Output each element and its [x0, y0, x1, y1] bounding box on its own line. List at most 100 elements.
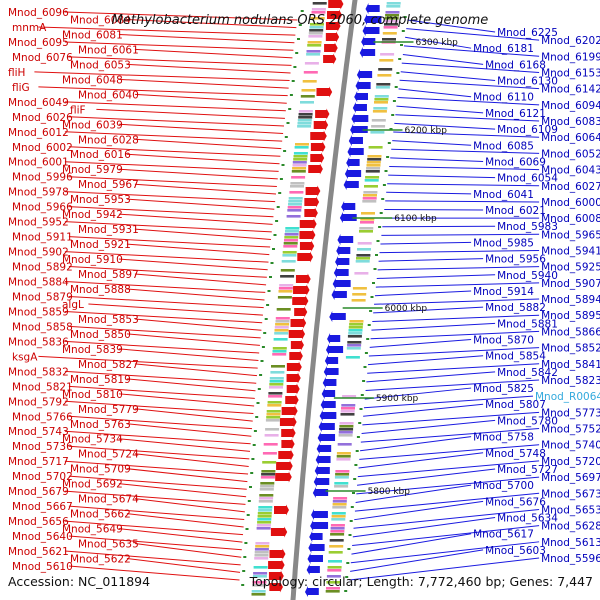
- connector-line: [64, 281, 266, 293]
- feature-stripe: [363, 191, 378, 194]
- gc-tick: [278, 192, 282, 194]
- feature-stripe: [329, 539, 344, 542]
- connector-line: [134, 48, 293, 59]
- forward-gene-arrow: [325, 20, 341, 32]
- connector-line: [391, 148, 540, 154]
- feature-stripe: [265, 428, 280, 431]
- feature-stripe: [356, 257, 370, 260]
- feature-stripe: [293, 158, 308, 161]
- connector-line: [118, 33, 295, 44]
- connector-line: [389, 165, 540, 171]
- feature-stripe: [340, 410, 355, 413]
- kbp-label: 6100 kbp: [394, 214, 437, 224]
- feature-stripe: [266, 410, 281, 413]
- connector-line: [385, 200, 540, 203]
- connector-line: [68, 415, 253, 430]
- gene-label-right: Mnod_5914: [473, 286, 534, 298]
- feature-stripe: [332, 506, 347, 509]
- reverse-gene-arrow: [344, 168, 362, 179]
- connector-line: [64, 41, 294, 51]
- connector-line: [126, 153, 280, 165]
- connector-line: [397, 97, 540, 106]
- gc-tick: [355, 450, 359, 452]
- gc-tick: [297, 38, 300, 40]
- feature-stripe: [338, 431, 353, 434]
- gene-label-left: Mnod_6016: [70, 149, 131, 161]
- feature-stripe: [385, 11, 400, 14]
- gene-label-left: Mnod_5911: [12, 232, 73, 244]
- connector-line: [64, 400, 254, 415]
- gene-label-left: Mnod_5966: [12, 202, 73, 214]
- feature-stripe: [384, 23, 398, 26]
- feature-stripe: [278, 290, 293, 293]
- feature-stripe: [266, 416, 281, 419]
- gene-label-left: Mnod_5766: [12, 411, 73, 423]
- connector-line: [38, 355, 258, 369]
- feature-stripe: [385, 14, 400, 17]
- gc-tick: [281, 164, 285, 166]
- reverse-gene-arrow: [308, 542, 325, 553]
- connector-line: [68, 535, 242, 551]
- connector-line: [388, 174, 496, 179]
- gc-tick: [246, 514, 250, 516]
- gc-tick: [358, 422, 362, 424]
- reverse-gene-arrow: [320, 399, 336, 410]
- feature-stripe: [290, 182, 305, 185]
- connector-line: [68, 295, 264, 309]
- connector-line: [382, 225, 496, 228]
- gene-label-left: Mnod_5763: [70, 419, 131, 431]
- reverse-gene-arrow: [309, 531, 323, 542]
- reverse-gene-arrow: [304, 586, 319, 597]
- connector-line: [375, 282, 540, 288]
- gene-label-right: Mnod_6168: [485, 59, 546, 71]
- gene-label-right: Mnod_6027: [541, 181, 600, 193]
- gc-tick: [382, 184, 386, 186]
- gene-label-right: Mnod_5720: [541, 456, 600, 468]
- reverse-gene-arrow: [350, 124, 368, 135]
- connector-line: [393, 131, 540, 138]
- gene-label-left: Mnod_6095: [8, 37, 69, 49]
- gene-label-left: Mnod_5884: [8, 277, 69, 289]
- gene-label-left: Mnod_5967: [78, 179, 139, 191]
- feature-stripe: [264, 434, 279, 437]
- forward-gene-arrow: [281, 438, 295, 450]
- feature-stripe: [368, 146, 383, 149]
- reverse-gene-arrow: [337, 234, 354, 245]
- gc-tick: [378, 226, 382, 228]
- gene-label-right: Mnod_5596: [541, 553, 600, 565]
- gene-label-right: Mnod_5881: [497, 318, 558, 330]
- feature-stripe: [354, 272, 369, 275]
- connector-line: [365, 379, 540, 391]
- gc-tick: [298, 24, 302, 26]
- connector-line: [350, 541, 540, 564]
- feature-stripe: [274, 332, 289, 335]
- feature-stripe: [336, 458, 351, 461]
- forward-gene-arrow: [290, 317, 307, 329]
- gc-tick: [250, 472, 254, 474]
- feature-stripe: [306, 50, 321, 53]
- gc-tick: [279, 178, 283, 180]
- connector-line: [401, 62, 540, 73]
- gene-label-left: Mnod_6053: [70, 59, 131, 71]
- feature-stripe: [253, 572, 268, 575]
- feature-stripe: [365, 170, 380, 173]
- connector-line: [64, 460, 249, 475]
- gene-label-right: Mnod_5907: [541, 278, 600, 290]
- feature-stripe: [258, 506, 273, 509]
- gc-tick: [269, 276, 272, 278]
- feature-stripe: [274, 329, 289, 332]
- gc-tick: [375, 254, 378, 256]
- connector-line: [350, 549, 484, 572]
- kbp-label: 6300 kbp: [415, 38, 458, 48]
- feature-stripe: [272, 347, 287, 350]
- feature-stripe: [252, 584, 267, 587]
- feature-stripe: [328, 551, 343, 554]
- connector-line: [400, 71, 496, 82]
- gene-label-right: Mnod_5700: [473, 480, 534, 492]
- gene-label-right: Mnod_5740: [541, 440, 600, 452]
- connector-line: [398, 88, 472, 98]
- connector-line: [349, 557, 540, 581]
- gene-label-left: Mnod_5610: [12, 561, 73, 573]
- gene-label-right: Mnod_6008: [541, 213, 600, 225]
- feature-stripe: [346, 347, 361, 350]
